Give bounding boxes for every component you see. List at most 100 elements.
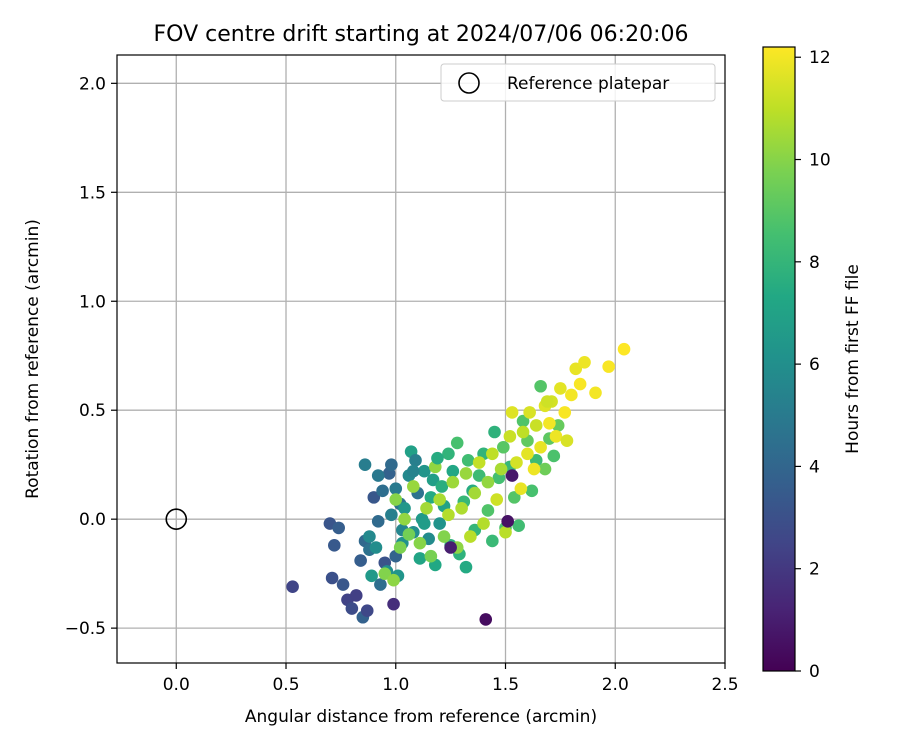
scatter-point [573,377,587,391]
scatter-point [516,425,530,439]
colorbar-tick-label: 2 [809,560,820,580]
colorbar-tick-label: 6 [809,355,820,375]
scatter-point [413,552,427,565]
scatter-point [499,525,512,539]
scatter-point [538,462,552,476]
scatter-point [554,382,567,395]
scatter-point [398,512,411,526]
colorbar-tick-label: 8 [809,253,820,273]
scatter-point [560,434,574,448]
scatter-point [602,360,615,373]
scatter-point [393,541,407,554]
scatter-point [376,484,389,498]
scatter-point [431,451,444,465]
scatter-point [514,482,528,495]
scatter-point [367,491,381,504]
scatter-point [413,536,427,550]
reference-platepar-marker [165,508,188,530]
scatter-point [354,554,367,567]
scatter-point [417,517,431,530]
scatter-point [486,447,499,461]
scatter-point [488,425,501,439]
chart-title: FOV centre drift starting at 2024/07/06 … [154,22,689,47]
x-tick-label: 2.5 [711,675,738,695]
scatter-point [490,493,504,506]
scatter-point [464,530,477,543]
scatter-point [407,464,420,478]
scatter-point [455,501,468,515]
scatter-point [345,602,359,615]
scatter-point [332,521,345,535]
scatter-point [543,416,556,430]
data-points [286,342,631,626]
scatter-point [402,528,416,541]
scatter-point [450,436,464,450]
scatter-point [507,491,521,504]
colorbar-gradient [762,46,796,672]
scatter-point [371,515,385,528]
scatter-point [360,604,374,617]
scatter-point [325,571,339,585]
scatter-point [459,560,473,574]
scatter-point [540,395,554,408]
scatter-point [512,519,525,533]
scatter-point [358,458,372,471]
scatter-point [389,482,403,495]
legend-label: Reference platepar [507,74,669,94]
scatter-point [501,515,515,528]
scatter-point [527,462,541,476]
scatter-point [426,473,440,487]
scatter-point [617,342,631,356]
scatter-point [437,530,451,543]
x-tick-label: 0.5 [272,675,299,695]
x-axis-ticks: 0.0 0.5 1.0 1.5 2.0 2.5 [163,663,739,695]
colorbar: 0 2 4 6 8 10 12 Hours from first FF file [762,46,863,682]
scatter-point [481,475,495,489]
scatter-point [444,541,457,554]
scatter-point [481,504,495,517]
colorbar-tick-label: 4 [809,457,820,477]
colorbar-ticks: 0 2 4 6 8 10 12 [795,48,831,682]
scatter-point [477,517,490,530]
scatter-point [523,406,536,419]
plot-frame [116,54,726,664]
colorbar-tick-label: 0 [809,662,820,682]
y-tick-label: 1.0 [79,292,106,312]
scatter-point [549,430,563,443]
scatter-point [327,539,341,552]
scatter-point [558,406,572,419]
scatter-point [547,449,561,463]
scatter-point [516,414,530,428]
scatter-point [424,549,438,563]
colorbar-tick-label: 10 [809,151,831,171]
scatter-point [417,464,431,478]
scatter-point [446,464,460,478]
scatter-point [374,578,387,591]
y-tick-label: −0.5 [65,619,106,639]
scatter-point [407,480,420,493]
scatter-point [398,501,411,515]
scatter-point [479,613,493,626]
scatter-point [385,508,398,522]
scatter-point [349,589,363,602]
scatter-point [409,454,422,467]
scatter-point [385,458,398,471]
scatter-point [486,534,499,548]
scatter-point [461,454,475,467]
colorbar-label: Hours from first FF file [843,264,863,454]
scatter-point [365,569,378,583]
y-axis-ticks: −0.5 0.0 0.5 1.0 1.5 2.0 [65,74,117,639]
scatter-point [286,580,299,594]
scatter-point [371,469,385,482]
scatter-point [420,501,433,515]
scatter-point [433,517,446,530]
scatter-point [505,469,519,482]
scatter-point [369,541,383,554]
x-tick-label: 2.0 [602,675,629,695]
scatter-point [472,456,486,469]
scatter-point [389,493,403,506]
scatter-point [521,447,534,461]
scatter-point [534,440,547,454]
legend-box [440,63,716,102]
